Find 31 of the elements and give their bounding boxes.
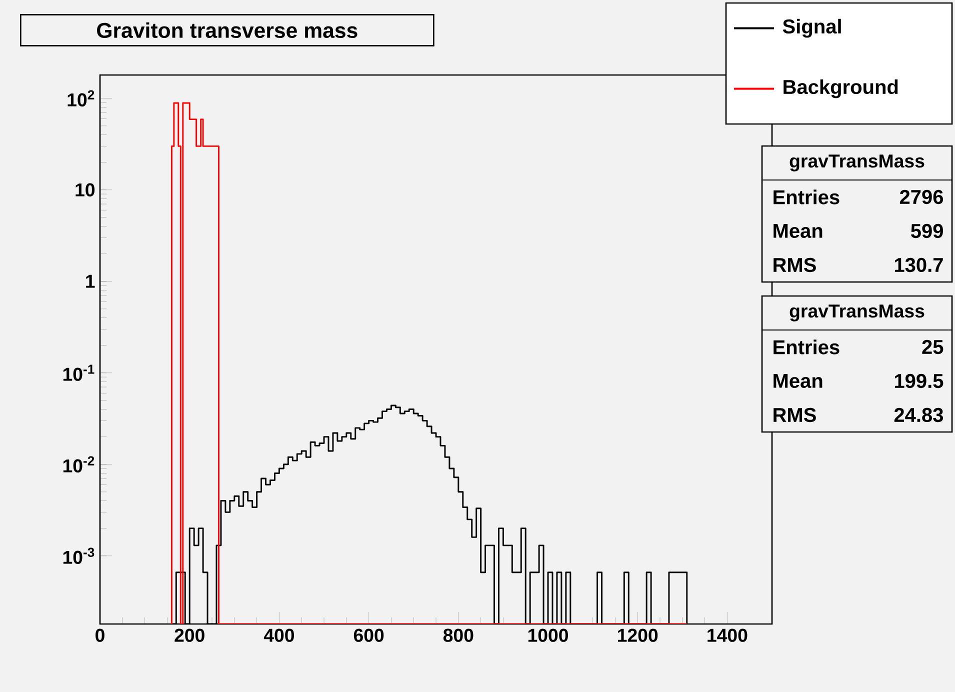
x-tick-label: 0 — [96, 628, 104, 642]
x-tick-label: 1000 — [528, 628, 568, 642]
chart-title: Graviton transverse mass — [97, 22, 358, 38]
text: 24.83 — [894, 408, 944, 422]
text: Entries — [774, 190, 840, 204]
x-tick-label: 800 — [443, 628, 474, 642]
legend-label: Background — [784, 79, 898, 98]
text: 25 — [922, 340, 944, 354]
legend-label: Signal — [782, 18, 841, 38]
text: Mean — [774, 224, 822, 238]
x-tick-label: 1200 — [618, 628, 658, 642]
text: 199.5 — [894, 374, 944, 388]
x-tick-label: 1400 — [708, 628, 748, 642]
text: 2796 — [900, 190, 944, 204]
text: RMS — [774, 258, 816, 272]
text: 599 — [910, 224, 943, 238]
y-tick-label: 10$^{-2}$ — [63, 456, 94, 472]
y-tick-label: 10 — [76, 183, 95, 196]
x-tick-label: 200 — [174, 628, 204, 642]
text: gravTransMass — [790, 304, 924, 322]
text: Mean — [774, 374, 822, 388]
text: gravTransMass — [790, 154, 924, 172]
y-tick-label: 10$^{2}$ — [68, 90, 94, 106]
y-tick-label: 1 — [86, 274, 95, 288]
x-tick-label: 400 — [264, 628, 294, 642]
text: RMS — [774, 408, 816, 422]
text: 130.7 — [894, 258, 943, 272]
y-tick-label: 10$^{-1}$ — [63, 364, 94, 381]
y-tick-label: 10$^{-3}$ — [63, 548, 94, 564]
x-tick-label: 600 — [354, 628, 384, 642]
text: Entries — [774, 340, 840, 354]
